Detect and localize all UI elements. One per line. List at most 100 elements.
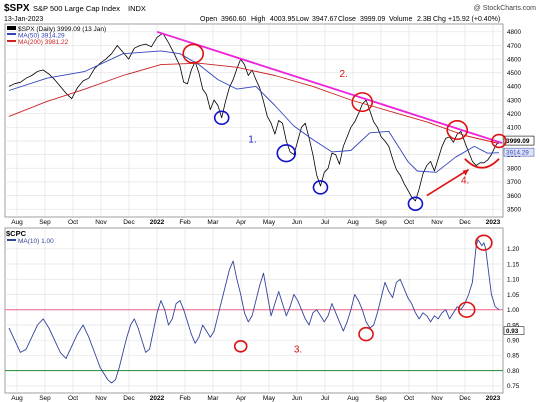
x-tick-label-cpc: Mar bbox=[207, 395, 219, 402]
ohlc-volume-label: Volume bbox=[389, 16, 412, 23]
circle-blue-low-2 bbox=[276, 144, 297, 163]
circle-cpc-4 bbox=[475, 234, 493, 251]
legend-cpc: MA(10) 1.00 bbox=[18, 238, 54, 245]
y-tick-label-cpc: 1.00 bbox=[507, 307, 520, 314]
x-tick-label-price: Dec bbox=[459, 219, 471, 226]
x-tick-label-price: Sep bbox=[375, 219, 387, 226]
x-tick-label-cpc: Sep bbox=[375, 395, 387, 402]
x-tick-label-price: Jul bbox=[321, 219, 330, 226]
x-tick-label-cpc: Dec bbox=[459, 395, 471, 402]
x-tick-label-price: Sep bbox=[39, 219, 51, 226]
annotation-layer: 1. 2. 3. 4. bbox=[156, 30, 507, 355]
circle-cpc-3 bbox=[457, 301, 476, 318]
y-tick-label-price: 4700 bbox=[507, 43, 522, 50]
ohlc-chg-value: +15.92 (+0.40%) bbox=[448, 16, 500, 23]
ohlc-high-label: High bbox=[251, 16, 266, 23]
y-tick-label-price: 3700 bbox=[507, 179, 522, 186]
last-price-label: 3999.09 bbox=[506, 138, 530, 145]
note-2: 2. bbox=[339, 69, 347, 80]
x-tick-label-cpc: Jun bbox=[292, 395, 303, 402]
x-tick-label-price: Feb bbox=[179, 219, 191, 226]
ohlc-high-value: 4003.95 bbox=[270, 16, 295, 23]
circle-red-top-4 bbox=[491, 133, 507, 149]
cpc-last-label: 0.93 bbox=[506, 328, 519, 335]
y-tick-label-cpc: 0.90 bbox=[507, 338, 520, 345]
x-tick-label-price: 2022 bbox=[150, 219, 165, 226]
x-tick-label-cpc: Oct bbox=[68, 395, 78, 402]
watermark: @ StockCharts.com bbox=[474, 5, 537, 12]
uptrend-arrow-head bbox=[462, 169, 469, 176]
x-tick-label-cpc: 2023 bbox=[486, 395, 501, 402]
circle-red-top-3 bbox=[446, 120, 469, 141]
y-tick-label-price: 4400 bbox=[507, 84, 522, 91]
note-4: 4. bbox=[461, 175, 469, 186]
x-tick-label-cpc: 2022 bbox=[150, 395, 165, 402]
circle-red-top-2 bbox=[351, 92, 374, 113]
y-tick-label-price: 3600 bbox=[507, 193, 522, 200]
y-tick-label-price: 4300 bbox=[507, 97, 522, 104]
ma50-tag bbox=[503, 147, 535, 157]
last-price-tag bbox=[503, 135, 535, 146]
y-tick-label-cpc: 1.05 bbox=[507, 292, 520, 299]
y-tick-label-price: 3800 bbox=[507, 166, 522, 173]
rounding-bottom-arc bbox=[464, 158, 500, 169]
chart-exchange: INDX bbox=[128, 4, 146, 13]
y-tick-label-price: 4200 bbox=[507, 111, 522, 118]
circle-blue-low-1 bbox=[213, 110, 230, 126]
y-tick-label-price: 4800 bbox=[507, 29, 522, 36]
ohlc-low-value: 3947.67 bbox=[312, 16, 337, 23]
series-ma50 bbox=[8, 50, 500, 173]
cpc-title: $CPC bbox=[6, 229, 27, 238]
ohlc-open-label: Open bbox=[200, 16, 217, 23]
cpc-last-tag bbox=[503, 326, 525, 335]
series-ma200 bbox=[8, 62, 500, 144]
ohlc-chg-label: Chg bbox=[433, 16, 446, 23]
x-tick-label-cpc: Apr bbox=[236, 395, 247, 402]
grid-layer bbox=[5, 25, 503, 392]
x-tick-label-price: Aug bbox=[347, 219, 359, 226]
x-tick-label-price: Jun bbox=[292, 219, 303, 226]
circle-cpc-2 bbox=[358, 326, 374, 342]
cpc-legend: $CPC MA(10) 1.00 bbox=[6, 229, 54, 245]
y-tick-label-cpc: 0.75 bbox=[507, 383, 520, 390]
x-tick-label-price: Aug bbox=[11, 219, 23, 226]
cpc-panel bbox=[4, 227, 504, 394]
x-tick-label-cpc: Nov bbox=[95, 395, 107, 402]
price-layer bbox=[8, 32, 500, 202]
y-tick-label-cpc: 0.80 bbox=[507, 368, 520, 375]
ohlc-close-value: 3999.09 bbox=[360, 16, 385, 23]
y-tick-label-cpc: 0.95 bbox=[507, 322, 520, 329]
circle-cpc-1 bbox=[233, 339, 248, 353]
chart-date: 13-Jan-2023 bbox=[4, 16, 43, 23]
chart-title: $SPX bbox=[4, 3, 30, 14]
axis-layer: Aug Aug Sep Sep Oct Oct Nov Nov Dec Dec 2022 2022 Fe… bbox=[11, 29, 535, 402]
y-tick-label-price: 4100 bbox=[507, 125, 522, 132]
x-tick-label-cpc: Dec bbox=[123, 395, 135, 402]
price-legend: $SPX (Daily) 3999.09 (13 Jan) MA(50) 391… bbox=[7, 26, 106, 46]
note-3: 3. bbox=[294, 344, 302, 355]
ohlc-volume-value: 2.3B bbox=[417, 16, 432, 23]
y-tick-label-price: 4600 bbox=[507, 56, 522, 63]
x-tick-label-cpc: Aug bbox=[347, 395, 359, 402]
ohlc-close-label: Close bbox=[338, 16, 356, 23]
x-tick-label-price: Oct bbox=[68, 219, 78, 226]
x-tick-label-cpc: Jul bbox=[321, 395, 330, 402]
uptrend-arrow bbox=[426, 168, 470, 197]
x-tick-label-cpc: Nov bbox=[431, 395, 443, 402]
y-tick-label-cpc: 1.20 bbox=[507, 246, 520, 253]
x-tick-label-cpc: Oct bbox=[404, 395, 414, 402]
circle-blue-low-4 bbox=[407, 196, 424, 211]
x-tick-label-price: Nov bbox=[95, 219, 107, 226]
x-tick-label-cpc: Feb bbox=[179, 395, 191, 402]
y-tick-label-cpc: 1.15 bbox=[507, 261, 520, 268]
series-cpc bbox=[8, 239, 500, 384]
x-tick-label-price: Dec bbox=[123, 219, 135, 226]
x-tick-label-price: Mar bbox=[207, 219, 219, 226]
x-tick-label-price: May bbox=[263, 219, 276, 226]
legend-ma50: MA(50) 3914.29 bbox=[18, 33, 65, 40]
ohlc-open-value: 3960.60 bbox=[221, 16, 246, 23]
downtrend-line bbox=[156, 30, 503, 144]
y-tick-label-cpc: 1.10 bbox=[507, 277, 520, 284]
x-tick-label-price: Apr bbox=[236, 219, 247, 226]
